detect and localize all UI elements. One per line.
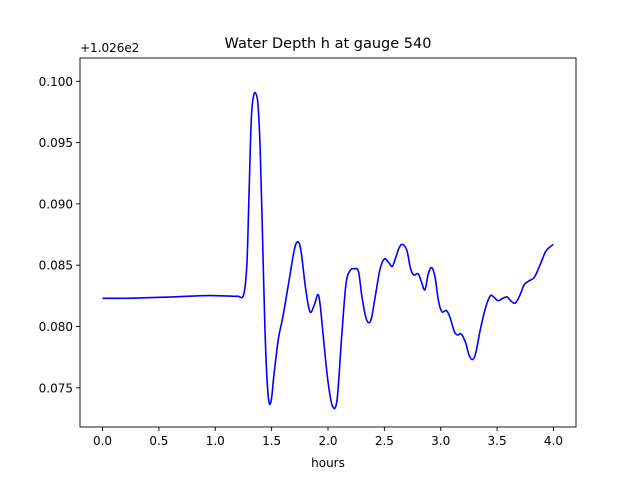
x-tick-label: 1.5 xyxy=(262,434,281,448)
y-offset-label: +1.026e2 xyxy=(80,41,139,55)
x-tick-label: 3.5 xyxy=(488,434,507,448)
x-tick-label: 3.0 xyxy=(431,434,450,448)
x-tick-label: 0.5 xyxy=(149,434,168,448)
y-tick-label: 0.100 xyxy=(39,75,73,89)
y-tick-label: 0.090 xyxy=(39,197,73,211)
x-tick-label: 0.0 xyxy=(93,434,112,448)
y-tick-label: 0.095 xyxy=(39,136,73,150)
y-tick-label: 0.075 xyxy=(39,381,73,395)
x-tick-label: 1.0 xyxy=(206,434,225,448)
x-tick-label: 4.0 xyxy=(544,434,563,448)
axes: 0.0 0.5 1.0 1.5 2.0 2.5 3.0 3.5 4.0 0.075 0.080 0.0… xyxy=(39,57,577,448)
axes-frame xyxy=(79,57,577,428)
chart-title: Water Depth h at gauge 540 xyxy=(225,36,432,52)
plot-area xyxy=(102,91,554,410)
x-tick-label: 2.5 xyxy=(375,434,394,448)
y-tick-label: 0.080 xyxy=(39,320,73,334)
series-line-0 xyxy=(102,91,554,410)
x-axis-label: hours xyxy=(311,456,345,470)
x-tick-label: 2.0 xyxy=(318,434,337,448)
y-tick-label: 0.085 xyxy=(39,259,73,273)
